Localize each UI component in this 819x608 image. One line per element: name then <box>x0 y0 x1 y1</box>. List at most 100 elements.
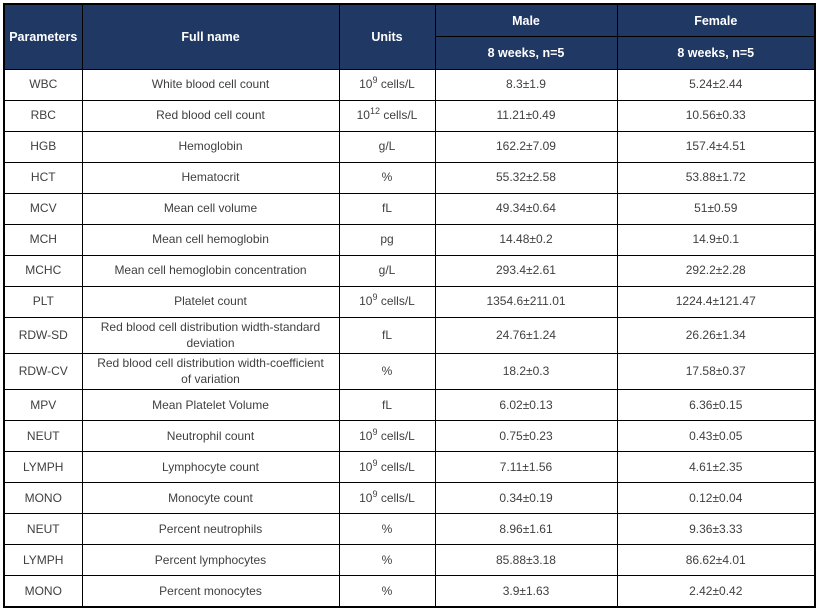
units-cell: % <box>338 575 436 608</box>
header-row-groups: Parameters Full name Units Male Female <box>3 3 816 70</box>
units-cell: 109 cells/L <box>338 451 436 484</box>
full-name-cell: Red blood cell count <box>81 100 340 132</box>
hematology-table-container: Parameters Full name Units Male Female 8… <box>3 3 816 608</box>
param-cell: MONO <box>3 575 83 608</box>
female-value-cell: 157.4±4.51 <box>616 131 816 163</box>
units-cell: fL <box>338 389 436 422</box>
param-cell: RDW-CV <box>3 353 83 391</box>
full-name-cell: Hemoglobin <box>81 131 340 163</box>
full-name-cell: Lymphocyte count <box>81 451 340 484</box>
female-value-cell: 51±0.59 <box>616 193 816 225</box>
female-value-cell: 0.12±0.04 <box>616 482 816 515</box>
table-row: RDW-SD Red blood cell distribution width-… <box>3 316 816 355</box>
full-name-cell: Percent monocytes <box>81 575 340 608</box>
female-value-cell: 0.43±0.05 <box>616 420 816 453</box>
param-cell: LYMPH <box>3 451 83 484</box>
female-value-cell: 2.42±0.42 <box>616 575 816 608</box>
female-value-cell: 1224.4±121.47 <box>616 286 816 318</box>
col-header-parameters: Parameters <box>3 3 83 70</box>
male-value-cell: 14.48±0.2 <box>434 224 618 256</box>
col-header-female: Female <box>616 3 816 37</box>
male-value-cell: 55.32±2.58 <box>434 162 618 194</box>
male-value-cell: 18.2±0.3 <box>434 353 618 391</box>
param-cell: NEUT <box>3 420 83 453</box>
table-row: HCT Hematocrit% 55.32±2.58 53.88±1.72 <box>3 162 816 194</box>
table-row: MCH Mean cell hemoglobin pg 14.48±0.2 14.9±0… <box>3 224 816 256</box>
table-row: NEUT Neutrophil count 109 cells/L 0.75±0.23… <box>3 420 816 453</box>
male-value-cell: 85.88±3.18 <box>434 544 618 577</box>
full-name-cell: Platelet count <box>81 286 340 318</box>
col-header-male: Male <box>434 3 618 37</box>
param-cell: MCH <box>3 224 83 256</box>
table-row: HGB Hemoglobin g/L 162.2±7.09 157.4±4.51 <box>3 131 816 163</box>
table-row: LYMPH Percent lymphocytes% 85.88±3.18 86.62… <box>3 544 816 577</box>
units-cell: 109 cells/L <box>338 482 436 515</box>
male-value-cell: 8.3±1.9 <box>434 69 618 101</box>
female-value-cell: 14.9±0.1 <box>616 224 816 256</box>
female-value-cell: 9.36±3.33 <box>616 513 816 546</box>
units-cell: 109 cells/L <box>338 420 436 453</box>
param-cell: HGB <box>3 131 83 163</box>
table-row: MPV Mean Platelet Volume fL 6.02±0.13 6.36±0… <box>3 389 816 422</box>
col-header-full-name: Full name <box>81 3 340 70</box>
header-row-subgroups: 8 weeks, n=5 8 weeks, n=5 <box>4 36 816 70</box>
male-value-cell: 293.4±2.61 <box>434 255 618 287</box>
hematology-parameters-table: Parameters Full name Units Male Female 8… <box>3 3 816 608</box>
female-value-cell: 5.24±2.44 <box>616 69 816 101</box>
full-name-cell: Hematocrit <box>81 162 340 194</box>
table-row: WBC White blood cell count 109 cells/L 8.3±… <box>3 69 816 101</box>
table-header: Parameters Full name Units Male Female 8… <box>3 3 816 70</box>
param-cell: WBC <box>3 69 83 101</box>
full-name-cell: Mean cell volume <box>81 193 340 225</box>
male-value-cell: 11.21±0.49 <box>434 100 618 132</box>
param-cell: MPV <box>3 389 83 422</box>
param-cell: RDW-SD <box>3 316 83 355</box>
full-name-cell: Monocyte count <box>81 482 340 515</box>
male-value-cell: 0.34±0.19 <box>434 482 618 515</box>
units-cell: % <box>338 544 436 577</box>
units-cell: g/L <box>338 131 436 163</box>
female-value-cell: 10.56±0.33 <box>616 100 816 132</box>
female-value-cell: 4.61±2.35 <box>616 451 816 484</box>
full-name-cell: Mean cell hemoglobin concentration <box>81 255 340 287</box>
male-value-cell: 7.11±1.56 <box>434 451 618 484</box>
male-value-cell: 162.2±7.09 <box>434 131 618 163</box>
param-cell: LYMPH <box>3 544 83 577</box>
units-cell: pg <box>338 224 436 256</box>
full-name-cell: White blood cell count <box>81 69 340 101</box>
full-name-cell: Red blood cell distribution width-coeffi… <box>81 353 340 391</box>
male-value-cell: 1354.6±211.01 <box>434 286 618 318</box>
units-cell: % <box>338 513 436 546</box>
units-cell: % <box>338 162 436 194</box>
female-value-cell: 292.2±2.28 <box>616 255 816 287</box>
table-row: NEUT Percent neutrophils% 8.96±1.61 9.36±3.… <box>3 513 816 546</box>
full-name-cell: Percent neutrophils <box>81 513 340 546</box>
units-cell: 1012 cells/L <box>338 100 436 132</box>
male-value-cell: 3.9±1.63 <box>434 575 618 608</box>
full-name-cell: Neutrophil count <box>81 420 340 453</box>
full-name-cell: Red blood cell distribution width-standa… <box>81 316 340 355</box>
female-value-cell: 86.62±4.01 <box>616 544 816 577</box>
table-row: PLT Platelet count 109 cells/L 1354.6±211.0… <box>3 286 816 318</box>
param-cell: HCT <box>3 162 83 194</box>
table-row: MCHC Mean cell hemoglobin concentration g/… <box>3 255 816 287</box>
table-row: MONO Percent monocytes% 3.9±1.63 2.42±0.42 <box>3 575 816 608</box>
table-row: RDW-CV Red blood cell distribution width-… <box>3 353 816 391</box>
param-cell: PLT <box>3 286 83 318</box>
female-subheader: 8 weeks, n=5 <box>616 36 816 70</box>
female-value-cell: 53.88±1.72 <box>616 162 816 194</box>
units-cell: % <box>338 353 436 391</box>
male-subheader: 8 weeks, n=5 <box>434 36 618 70</box>
table-row: LYMPH Lymphocyte count 109 cells/L 7.11±1.5… <box>3 451 816 484</box>
param-cell: MCHC <box>3 255 83 287</box>
male-value-cell: 6.02±0.13 <box>434 389 618 422</box>
units-cell: g/L <box>338 255 436 287</box>
table-row: MONO Monocyte count 109 cells/L 0.34±0.19 0.… <box>3 482 816 515</box>
full-name-cell: Mean cell hemoglobin <box>81 224 340 256</box>
param-cell: MONO <box>3 482 83 515</box>
male-value-cell: 8.96±1.61 <box>434 513 618 546</box>
male-value-cell: 24.76±1.24 <box>434 316 618 355</box>
full-name-cell: Percent lymphocytes <box>81 544 340 577</box>
male-value-cell: 49.34±0.64 <box>434 193 618 225</box>
param-cell: NEUT <box>3 513 83 546</box>
